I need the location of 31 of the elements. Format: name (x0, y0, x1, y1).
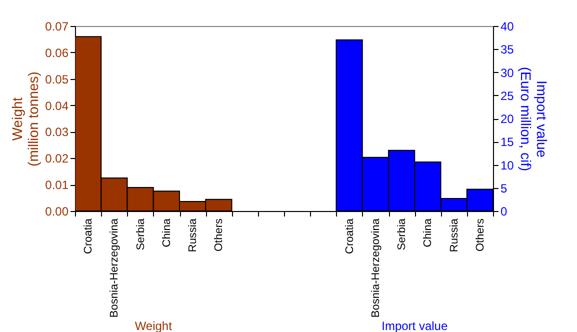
x-tick-label: Others (474, 218, 486, 252)
x-tick-label: Croatia (344, 218, 356, 254)
y-tick-label: 0.00 (45, 204, 69, 218)
y-tick-label: 0.05 (45, 72, 69, 86)
y-tick-label: 0.03 (45, 125, 69, 140)
x-tick-label: Bosnia-Herzegovina (370, 218, 382, 318)
x-tick-label: Others (213, 218, 226, 252)
y2-tick-label: 30 (500, 66, 514, 80)
x-tick-label: Russia (448, 218, 460, 252)
y2-tick-label: 25 (500, 88, 514, 103)
y2-tick-label: 40 (500, 20, 514, 34)
x-tick-label: China (160, 218, 173, 248)
y2-tick-label: 15 (500, 135, 514, 150)
y2-tick-label: 10 (500, 158, 514, 172)
y-axis-title: Weight (million tonnes) (9, 72, 42, 166)
y2-axis-title: Import value (Euro million, cif) (518, 66, 550, 172)
x-tick-label: Serbia (396, 218, 408, 250)
x-tick-label: Croatia (82, 218, 95, 254)
x-tick-label: Serbia (134, 218, 147, 250)
y-tick-label: 0.01 (45, 178, 69, 192)
y2-tick-label: 20 (500, 112, 514, 126)
y-tick-label: 0.04 (45, 98, 69, 113)
y-tick-label: 0.06 (45, 46, 69, 60)
y-tick-label: 0.07 (45, 20, 69, 34)
x-tick-label: China (422, 218, 434, 248)
y2-tick-label: 5 (500, 181, 508, 196)
x-tick-label: Russia (187, 218, 200, 252)
x-tick-label: Bosnia-Herzegovina (108, 218, 121, 318)
y2-tick-label: 35 (500, 42, 514, 57)
y-tick-label: 0.02 (45, 152, 69, 166)
y2-tick-label: 0 (500, 204, 508, 218)
